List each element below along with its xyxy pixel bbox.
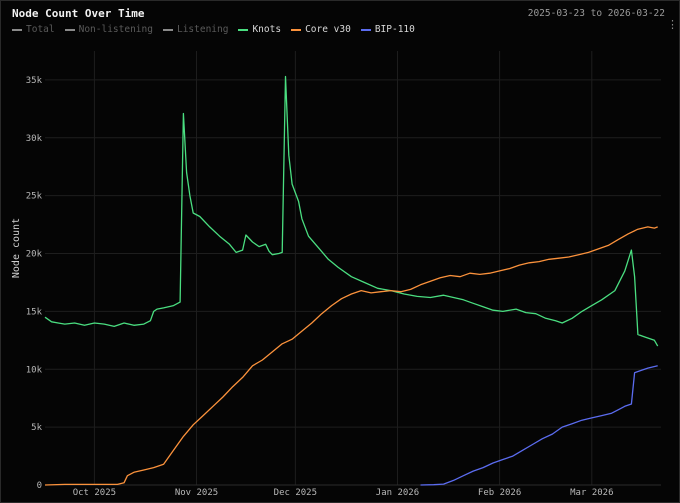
series-line-bip-110[interactable] xyxy=(420,365,658,486)
y-tick-label: 10k xyxy=(26,365,43,375)
legend-swatch xyxy=(238,28,249,31)
legend-label: Total xyxy=(26,24,55,35)
series-line-core-v30[interactable] xyxy=(44,226,658,486)
y-axis-ticks: 0 5k 10k 15k 20k 25k 30k 35k xyxy=(26,76,43,491)
legend-label: Listening xyxy=(176,24,229,35)
grid xyxy=(45,51,661,486)
legend-item-bip-110[interactable]: BIP-110 xyxy=(360,24,415,35)
legend: Total Non-listening Listening Knots Core… xyxy=(12,24,415,35)
y-tick-label: 5k xyxy=(31,423,42,433)
legend-item-total[interactable]: Total xyxy=(12,24,55,35)
x-axis-ticks: Oct 2025 Nov 2025 Dec 2025 Jan 2026 Feb 2026… xyxy=(73,488,614,498)
legend-label: Core v30 xyxy=(305,24,351,35)
x-tick-label: Nov 2025 xyxy=(175,488,218,498)
legend-swatch xyxy=(64,28,75,31)
y-tick-label: 0 xyxy=(37,481,42,491)
x-tick-label: Mar 2026 xyxy=(570,488,613,498)
chart-title: Node Count Over Time xyxy=(12,7,145,20)
legend-item-core-v30[interactable]: Core v30 xyxy=(291,24,351,35)
x-tick-label: Feb 2026 xyxy=(478,488,521,498)
x-tick-label: Jan 2026 xyxy=(376,488,419,498)
legend-item-listening[interactable]: Listening xyxy=(162,24,229,35)
legend-item-knots[interactable]: Knots xyxy=(238,24,281,35)
y-tick-label: 20k xyxy=(26,250,43,260)
legend-swatch xyxy=(162,28,173,31)
legend-label: BIP-110 xyxy=(374,24,415,35)
y-axis-title: Node count xyxy=(11,218,22,278)
legend-item-non-listening[interactable]: Non-listening xyxy=(64,24,153,35)
legend-swatch xyxy=(291,28,302,31)
x-tick-label: Dec 2025 xyxy=(274,488,317,498)
x-tick-label: Oct 2025 xyxy=(73,488,116,498)
y-tick-label: 15k xyxy=(26,307,43,317)
y-tick-label: 30k xyxy=(26,134,43,144)
legend-swatch xyxy=(360,28,371,31)
legend-label: Knots xyxy=(252,24,282,35)
series-lines xyxy=(44,75,659,486)
y-tick-label: 35k xyxy=(26,76,43,86)
y-tick-label: 25k xyxy=(26,192,43,202)
legend-label: Non-listening xyxy=(78,24,153,35)
series-line-knots[interactable] xyxy=(44,75,659,347)
legend-swatch xyxy=(12,28,22,31)
date-range-label[interactable]: 2025-03-23 to 2026-03-22 xyxy=(527,8,665,19)
